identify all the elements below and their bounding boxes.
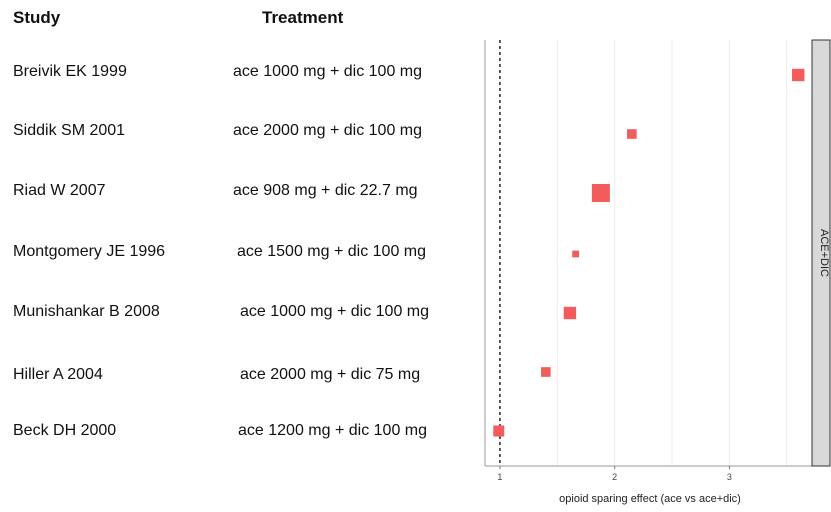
study-label: Beck DH 2000 xyxy=(13,422,117,439)
x-tick-label: 3 xyxy=(727,472,732,482)
treatment-label: ace 908 mg + dic 22.7 mg xyxy=(233,182,418,199)
treatment-label: ace 2000 mg + dic 75 mg xyxy=(240,366,421,383)
data-point xyxy=(572,250,580,258)
treatment-label: ace 1000 mg + dic 100 mg xyxy=(240,303,430,320)
facet-strip-label: ACE+DIC xyxy=(818,229,830,277)
treatment-label: ace 1500 mg + dic 100 mg xyxy=(237,243,427,260)
study-header: Study xyxy=(13,8,61,27)
study-label: Riad W 2007 xyxy=(13,182,106,199)
x-tick-label: 2 xyxy=(612,472,617,482)
study-label: Hiller A 2004 xyxy=(13,366,103,383)
study-label: Montgomery JE 1996 xyxy=(13,243,166,260)
facet-strip xyxy=(811,39,831,467)
data-point xyxy=(591,184,610,202)
treatment-label: ace 2000 mg + dic 100 mg xyxy=(233,122,423,139)
data-point xyxy=(541,367,551,377)
treatment-label: ace 1200 mg + dic 100 mg xyxy=(238,422,428,439)
treatment-header: Treatment xyxy=(262,8,344,27)
x-tick-label: 1 xyxy=(497,472,502,482)
x-axis-title: opioid sparing effect (ace vs ace+dic) xyxy=(559,493,741,505)
data-point xyxy=(563,306,577,320)
grid-lines xyxy=(499,40,788,466)
x-axis-ticks: 1 2 3 xyxy=(497,466,732,482)
data-points xyxy=(493,68,805,437)
study-label: Munishankar B 2008 xyxy=(13,303,160,320)
study-label: Breivik EK 1999 xyxy=(13,63,127,80)
study-label: Siddik SM 2001 xyxy=(13,122,126,139)
treatment-label: ace 1000 mg + dic 100 mg xyxy=(233,63,423,80)
data-point xyxy=(792,68,805,82)
data-point xyxy=(627,129,637,139)
data-point xyxy=(493,425,505,437)
